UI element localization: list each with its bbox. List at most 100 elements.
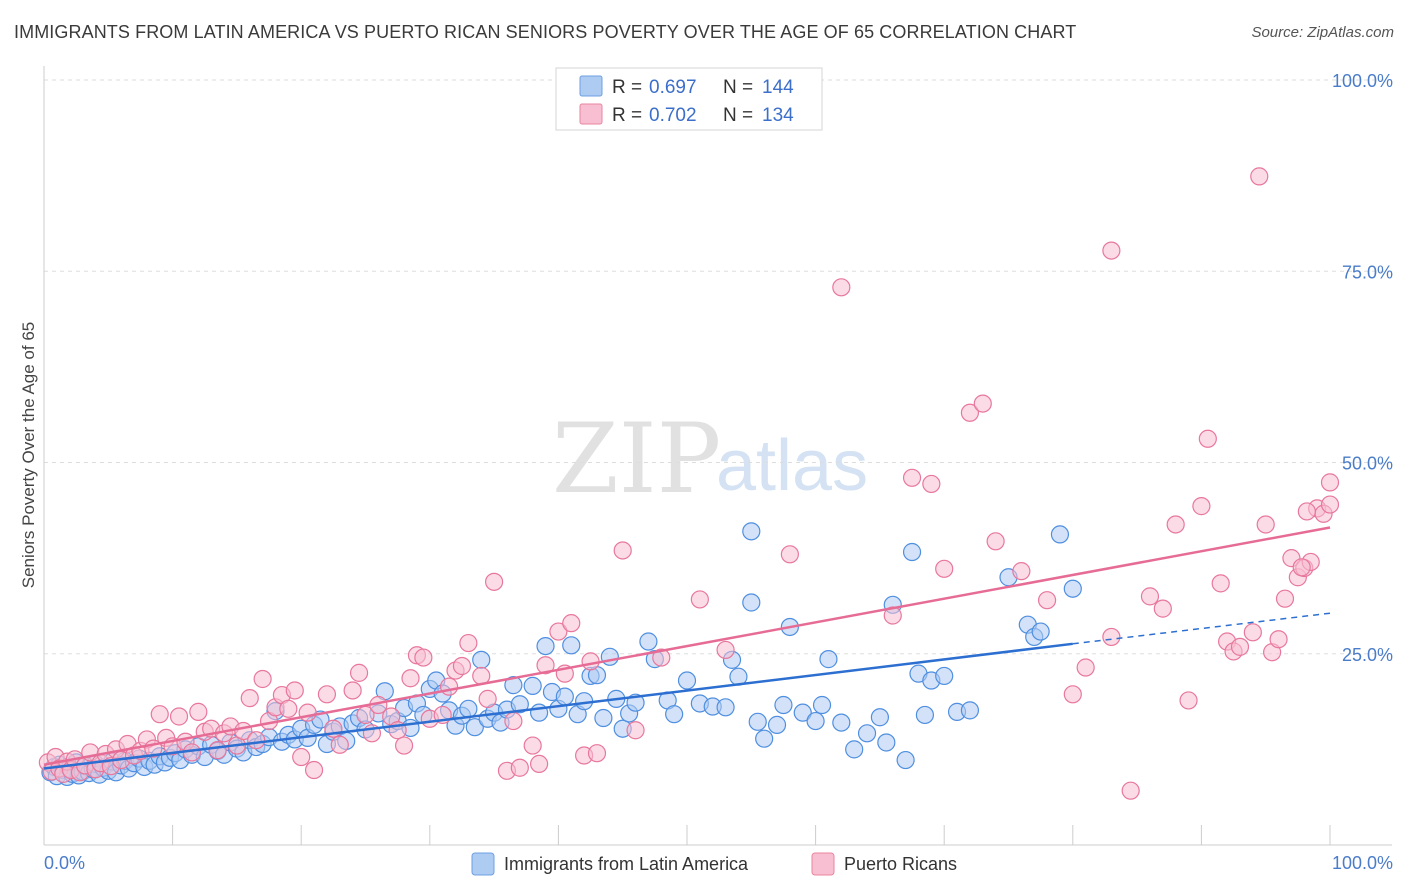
data-point	[832, 278, 851, 297]
data-point	[1250, 167, 1269, 186]
x-tick-label-end: 100.0%	[1332, 853, 1393, 873]
data-point	[240, 689, 259, 708]
legend-r-value-2: 0.702	[649, 105, 697, 126]
data-point	[459, 699, 478, 718]
data-point	[504, 711, 523, 731]
data-point	[1121, 781, 1140, 800]
data-point	[600, 647, 619, 666]
data-point	[845, 740, 864, 759]
trend-lines	[43, 526, 1331, 770]
data-point	[472, 650, 491, 669]
data-point	[793, 703, 812, 722]
data-point	[1076, 658, 1095, 677]
data-point	[510, 695, 529, 714]
data-point	[960, 403, 980, 422]
legend-r-label-1: R =	[612, 77, 642, 98]
data-point	[150, 705, 169, 724]
data-point	[1166, 515, 1185, 534]
data-point	[1012, 562, 1031, 581]
data-point	[189, 702, 208, 721]
data-point	[665, 705, 684, 724]
chart-title: IMMIGRANTS FROM LATIN AMERICA VS PUERTO …	[14, 22, 1077, 42]
legend-n-label-2: N =	[723, 105, 753, 126]
data-point	[414, 648, 433, 667]
data-point	[279, 699, 298, 718]
data-point	[1102, 627, 1121, 647]
data-point	[304, 760, 324, 780]
data-point	[536, 656, 555, 675]
data-point	[523, 676, 542, 695]
y-axis-label: Seniors Poverty Over the Age of 65	[19, 322, 38, 588]
series-legend: Immigrants from Latin America Puerto Ric…	[471, 852, 957, 876]
data-point	[652, 648, 671, 667]
data-point	[439, 677, 459, 696]
trend-line	[43, 642, 1073, 770]
data-point	[285, 681, 304, 700]
source-credit: Source: ZipAtlas.com	[1251, 24, 1394, 41]
data-point	[1256, 515, 1275, 534]
x-axis-ticks	[43, 825, 1331, 845]
data-point	[774, 695, 793, 715]
data-point	[690, 590, 709, 609]
data-point	[1050, 525, 1070, 544]
gridlines	[44, 79, 1392, 655]
data-point	[549, 622, 568, 641]
data-point	[973, 394, 992, 413]
data-point	[986, 532, 1005, 551]
data-point	[478, 689, 497, 708]
data-point	[298, 703, 317, 722]
data-point	[555, 687, 574, 706]
correlation-legend: R = 0.697 N = 144 R = 0.702 N = 134	[555, 67, 823, 131]
data-point	[767, 715, 787, 734]
data-point	[169, 707, 189, 726]
data-point	[1179, 691, 1198, 710]
data-point	[1192, 497, 1211, 516]
data-point	[1198, 429, 1217, 448]
data-point	[349, 663, 369, 682]
legend-n-value-1: 144	[762, 77, 794, 98]
data-point	[935, 559, 954, 578]
y-tick-labels: 25.0% 50.0% 75.0% 100.0%	[1332, 71, 1393, 665]
data-point	[465, 718, 484, 737]
data-point	[780, 545, 799, 564]
data-point	[581, 652, 600, 671]
data-point	[613, 541, 632, 560]
data-point	[755, 729, 774, 748]
data-point	[594, 708, 613, 728]
legend-n-value-2: 134	[762, 105, 794, 126]
data-point	[935, 666, 954, 686]
data-point	[742, 522, 761, 541]
data-point	[1320, 473, 1340, 492]
data-point	[639, 632, 658, 651]
data-point	[870, 708, 890, 727]
data-point	[1037, 591, 1057, 610]
data-point	[485, 572, 504, 591]
legend-swatch-blue	[579, 75, 603, 97]
data-point	[536, 636, 555, 656]
watermark-atlas: atlas	[716, 426, 868, 506]
data-point	[716, 698, 735, 717]
data-point	[208, 741, 227, 760]
data-point	[504, 676, 523, 695]
data-point	[922, 474, 941, 494]
data-point	[716, 640, 735, 660]
data-point	[1140, 587, 1160, 606]
data-point	[1297, 502, 1316, 521]
data-point	[253, 669, 272, 689]
data-point	[677, 671, 697, 690]
y-tick-label: 50.0%	[1342, 454, 1393, 474]
legend-r-label-2: R =	[612, 105, 642, 126]
data-point	[915, 705, 935, 725]
watermark-zip: ZIP	[552, 403, 721, 515]
data-point	[626, 721, 645, 740]
data-point	[1269, 630, 1288, 649]
data-point	[510, 758, 529, 777]
data-point	[292, 747, 311, 767]
data-point	[902, 468, 922, 487]
y-tick-label: 25.0%	[1342, 645, 1393, 665]
bottom-legend-swatch-blue	[471, 852, 495, 876]
data-point	[523, 736, 542, 755]
data-point	[330, 735, 349, 754]
legend-r-value-1: 0.697	[649, 77, 697, 98]
